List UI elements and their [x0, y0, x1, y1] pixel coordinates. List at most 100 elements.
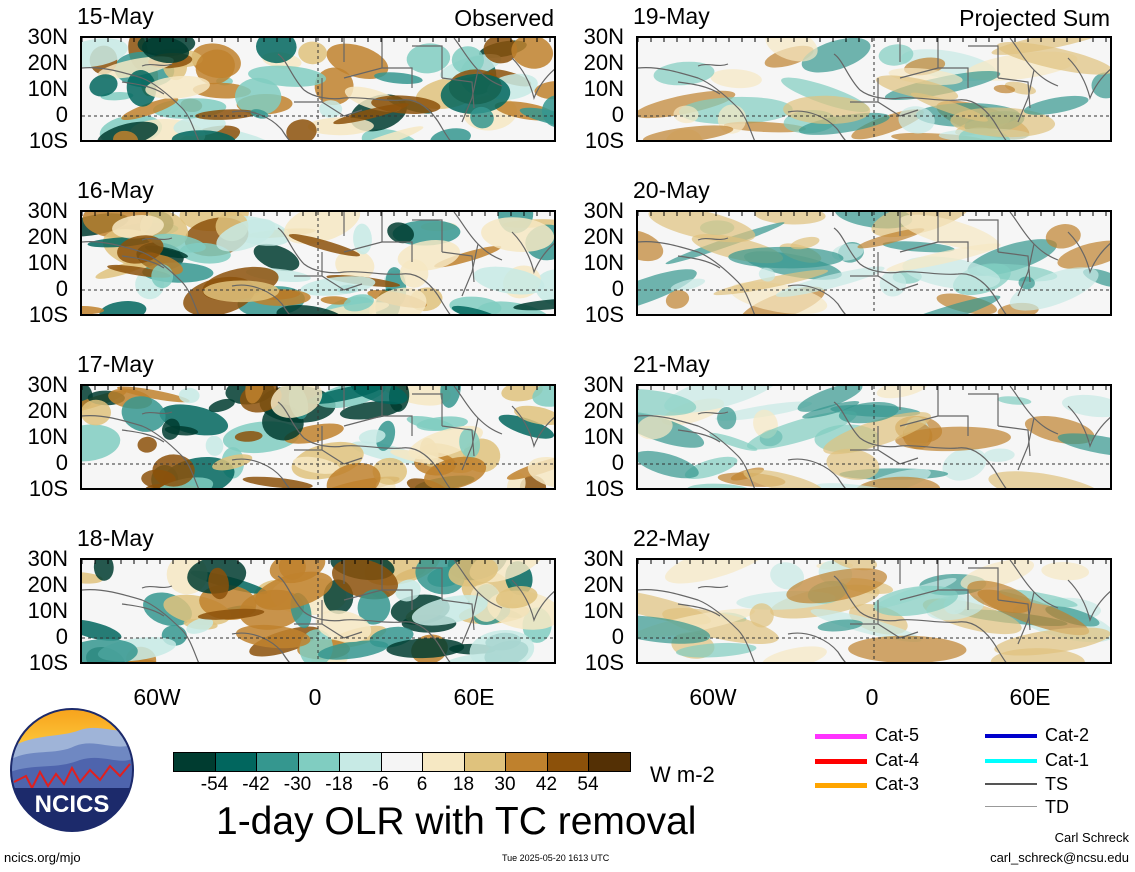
olr-anomaly-shape — [790, 236, 820, 250]
olr-anomaly-shape — [749, 603, 774, 628]
colorbar-tick-label: -18 — [325, 774, 353, 795]
lon-label: 0 — [865, 684, 879, 710]
olr-anomaly-shape — [886, 243, 1001, 272]
coastline — [231, 110, 290, 140]
lon-label: 60E — [453, 684, 495, 710]
panel-date: 17-May — [77, 351, 154, 377]
lat-label: 10N — [583, 76, 624, 101]
olr-map-18-may — [80, 558, 556, 664]
lat-label: 20N — [27, 572, 68, 597]
olr-anomaly-shape — [353, 223, 372, 255]
colorbar-tick-label: -6 — [372, 774, 389, 795]
olr-anomaly-shape — [424, 456, 487, 488]
olr-anomaly-shape — [234, 431, 263, 442]
coastline — [1067, 231, 1110, 274]
olr-anomaly-shape — [802, 401, 860, 419]
olr-anomaly-shape — [317, 640, 389, 660]
tc-legend-label: TD — [1045, 797, 1069, 817]
olr-anomaly-shape — [339, 401, 403, 420]
olr-map-22-may — [636, 558, 1112, 664]
olr-anomaly-shape — [208, 567, 229, 600]
footer-author: Carl Schreck — [1054, 830, 1129, 845]
olr-anomaly-shape — [638, 90, 736, 119]
coastline — [294, 78, 363, 117]
olr-anomaly-shape — [235, 77, 282, 116]
panel-date: 16-May — [77, 177, 154, 203]
tc-legend-label: TS — [1045, 774, 1069, 794]
olr-anomaly-shape — [440, 386, 461, 408]
olr-anomaly-shape — [82, 399, 111, 426]
olr-anomaly-shape — [242, 476, 313, 488]
olr-anomaly-shape — [675, 642, 757, 658]
olr-anomaly-shape — [638, 269, 697, 313]
olr-anomaly-shape — [284, 212, 361, 245]
tc-legend-label: Cat-4 — [875, 750, 920, 770]
coastline — [277, 401, 451, 488]
olr-anomaly-shape — [816, 483, 905, 488]
coastline — [899, 386, 1031, 457]
footer-email: carl_schreck@ncsu.edu — [990, 850, 1129, 865]
panel-corner-label: Observed — [454, 5, 554, 31]
coastline — [343, 38, 475, 109]
lat-label: 10S — [584, 302, 624, 327]
coastline — [677, 411, 729, 443]
olr-map-15-may — [80, 36, 556, 142]
coastline — [121, 63, 173, 95]
lat-label: 10S — [584, 650, 624, 675]
olr-anomaly-shape — [664, 386, 780, 414]
coastline — [277, 575, 451, 662]
olr-anomaly-shape — [1061, 394, 1110, 418]
coastline — [511, 579, 554, 622]
panel-corner-label: Projected Sum — [959, 5, 1110, 31]
olr-anomaly-shape — [993, 84, 1016, 94]
coastline — [833, 227, 1007, 314]
coastline — [121, 411, 173, 443]
coastline — [1009, 560, 1059, 645]
olr-anomaly-shape — [746, 410, 857, 450]
coastline — [677, 237, 729, 269]
lat-label: 20N — [27, 224, 68, 249]
olr-anomaly-shape — [755, 212, 826, 225]
olr-anomaly-shape — [994, 627, 1110, 656]
coastline — [294, 252, 363, 291]
olr-map-19-may — [636, 36, 1112, 142]
tc-legend-line — [985, 806, 1037, 807]
colorbar-tick-label: -42 — [242, 774, 270, 795]
tc-legend-line — [815, 759, 867, 764]
olr-anomaly-shape — [357, 589, 391, 625]
olr-anomaly-shape — [967, 580, 1032, 614]
olr-anomaly-shape — [848, 635, 967, 662]
tc-legend-line — [815, 734, 867, 739]
olr-anomaly-shape — [1057, 433, 1110, 457]
olr-anomaly-shape — [82, 638, 138, 662]
lat-label: 10S — [584, 476, 624, 501]
olr-anomaly-shape — [709, 432, 758, 451]
olr-anomaly-shape — [775, 266, 885, 297]
coastline — [277, 53, 451, 140]
lat-label: 10S — [584, 128, 624, 153]
olr-anomaly-shape — [326, 462, 381, 488]
olr-anomaly-shape — [171, 130, 236, 140]
colorbar-tick-label: -30 — [283, 774, 312, 795]
tc-legend-line — [985, 783, 1037, 785]
olr-anomaly-shape — [895, 426, 1011, 452]
olr-anomaly-shape — [459, 428, 481, 459]
olr-anomaly-shape — [141, 38, 190, 64]
olr-anomaly-shape — [298, 41, 327, 65]
coastline — [343, 560, 475, 631]
olr-anomaly-shape — [532, 386, 554, 407]
colorbar-cell — [339, 752, 382, 772]
olr-anomaly-shape — [203, 280, 280, 303]
lat-label: 10S — [28, 476, 68, 501]
olr-anomaly-shape — [276, 305, 347, 314]
olr-anomaly-shape — [513, 298, 554, 311]
olr-anomaly-shape — [245, 386, 265, 404]
colorbar-tick-label: 6 — [416, 774, 428, 795]
olr-anomaly-shape — [838, 401, 899, 424]
olr-anomaly-shape — [638, 415, 673, 440]
olr-anomaly-shape — [195, 109, 257, 120]
olr-anomaly-shape — [728, 246, 844, 269]
olr-anomaly-shape — [255, 571, 333, 611]
olr-anomaly-shape — [899, 214, 1000, 251]
olr-anomaly-shape — [212, 454, 253, 471]
